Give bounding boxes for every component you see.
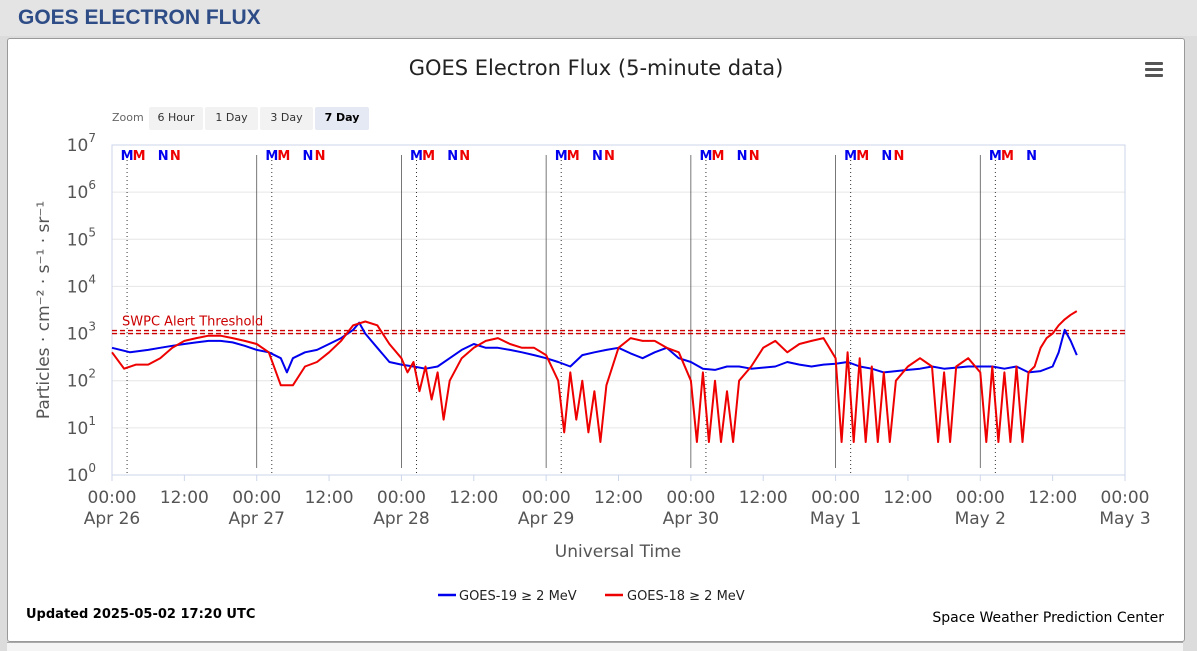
zoom-6-hour-button[interactable]: 6 Hour bbox=[149, 107, 203, 130]
page-title: GOES ELECTRON FLUX bbox=[18, 6, 261, 29]
bottom-bar bbox=[7, 642, 1183, 651]
zoom-1-day-button[interactable]: 1 Day bbox=[205, 107, 258, 130]
page-header: GOES ELECTRON FLUX bbox=[0, 0, 1197, 36]
zoom-label: Zoom bbox=[112, 111, 144, 124]
zoom-7-day-button[interactable]: 7 Day bbox=[315, 107, 369, 130]
zoom-3-day-button[interactable]: 3 Day bbox=[260, 107, 313, 130]
hamburger-menu-icon[interactable] bbox=[1145, 62, 1163, 80]
